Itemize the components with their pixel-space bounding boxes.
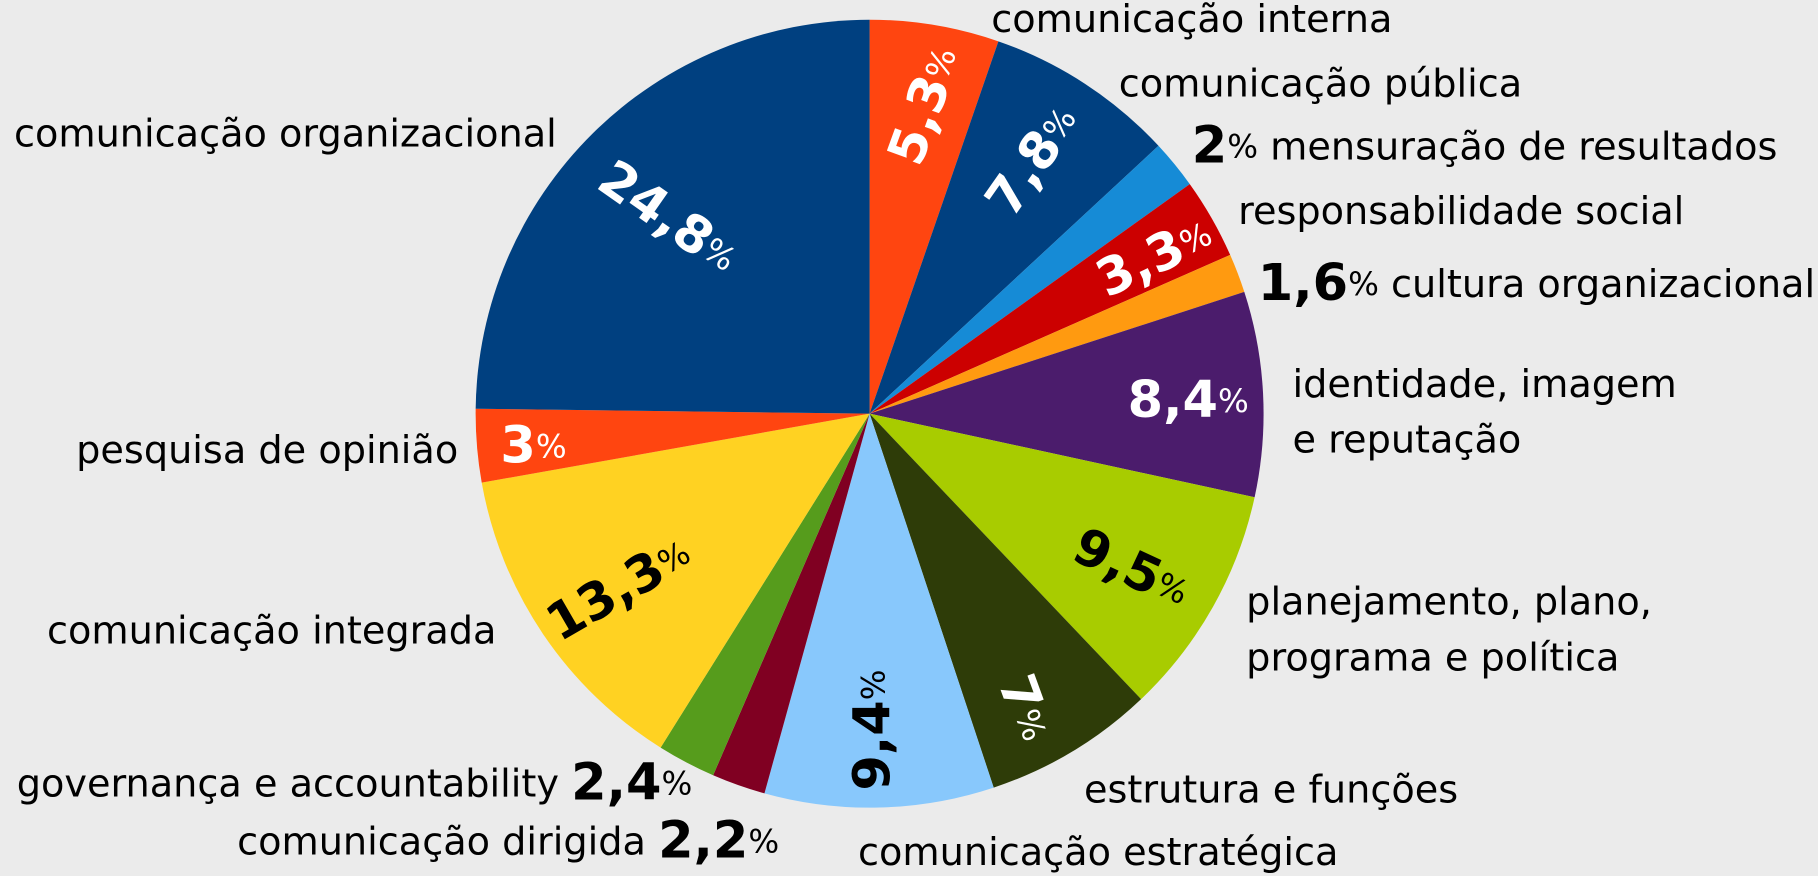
category-label: estrutura e funções: [1084, 768, 1458, 812]
category-text: comunicação interna: [991, 0, 1392, 41]
category-text: planejamento, plano, programa e política: [1246, 580, 1652, 680]
pie-slice: [869, 19, 999, 414]
category-line: responsabilidade social: [1238, 190, 1684, 234]
category-line: programa e política: [1246, 636, 1619, 680]
pie-slice: [713, 413, 870, 794]
pie-slice: [475, 408, 870, 483]
category-text: estrutura e funções: [1084, 768, 1458, 812]
value-number: 3: [500, 416, 535, 475]
category-line: pesquisa de opinião: [76, 428, 458, 472]
category-line: comunicação estratégica: [858, 830, 1338, 874]
value-unit: %: [854, 669, 892, 700]
category-label: responsabilidade social: [1238, 190, 1684, 234]
value-label-text: 7%: [986, 667, 1064, 749]
pie-slice: [764, 413, 994, 808]
pie-slice: [869, 145, 1190, 414]
category-label: comunicação pública: [1119, 62, 1523, 106]
value-number: 8,4: [1128, 371, 1218, 430]
pie-slice: [660, 413, 870, 776]
category-label: mensuração de resultados: [1258, 125, 1777, 169]
category-label: comunicação interna: [991, 0, 1392, 41]
category-line: comunicação organizacional: [14, 112, 557, 156]
pie-slice: [481, 413, 870, 748]
category-text: comunicação organizacional: [14, 112, 557, 156]
category-text: comunicação estratégica: [858, 830, 1338, 874]
category-line: governança e accountability: [17, 762, 571, 806]
category-line: comunicação pública: [1119, 62, 1523, 106]
value-unit: %: [661, 765, 692, 803]
pie-slice: [869, 41, 1159, 414]
category-line: cultura organizacional: [1379, 263, 1815, 307]
pie-slice: [475, 19, 870, 414]
category-label: pesquisa de opinião: [76, 428, 458, 472]
category-line: estrutura e funções: [1084, 768, 1458, 812]
value-label: 3%: [500, 416, 566, 475]
category-line: e reputação: [1293, 418, 1522, 462]
category-line: comunicação dirigida: [237, 820, 658, 864]
category-label: comunicação estratégica: [858, 830, 1338, 874]
category-text: pesquisa de opinião: [76, 428, 458, 472]
value-label: 2%: [1192, 116, 1258, 175]
category-line: identidade, imagem: [1293, 362, 1677, 406]
value-label: 7%: [986, 667, 1064, 749]
pie-slice: [869, 291, 1264, 498]
value-label-text: 8,4%: [1128, 371, 1249, 430]
value-label: 1,6%: [1258, 254, 1379, 313]
value-label: 8,4%: [1128, 371, 1249, 430]
category-text: identidade, imagem e reputação: [1293, 362, 1677, 462]
value-label-text: 3%: [500, 416, 566, 475]
value-number: 2: [1192, 116, 1227, 175]
category-label: planejamento, plano, programa e política: [1246, 580, 1652, 680]
value-label: 2,2%: [658, 812, 779, 871]
pie-slice: [869, 413, 1255, 700]
value-number: 9,4: [843, 700, 902, 790]
value-number: 2,4: [571, 754, 661, 813]
value-unit: %: [748, 823, 779, 861]
value-label: 2,4%: [571, 754, 692, 813]
pie-slice: [869, 254, 1245, 414]
category-text: governança e accountability 2,4%: [17, 754, 693, 813]
category-label: comunicação dirigida: [237, 820, 658, 864]
value-unit: %: [1348, 265, 1379, 303]
category-label: comunicação integrada: [47, 609, 497, 653]
value-unit: %: [536, 427, 567, 465]
category-line: comunicação integrada: [47, 609, 497, 653]
category-text: responsabilidade social: [1238, 190, 1684, 234]
category-line: comunicação interna: [991, 0, 1392, 41]
pie-slice: [869, 413, 1142, 788]
value-number: 1,6: [1258, 254, 1348, 313]
category-text: comunicação integrada: [47, 609, 497, 653]
value-label-text: 9,4%: [843, 669, 902, 790]
category-text: comunicação dirigida 2,2%: [237, 812, 779, 871]
category-text: 1,6% cultura organizacional: [1258, 254, 1815, 313]
category-label: identidade, imagem e reputação: [1293, 362, 1677, 462]
value-label: 9,4%: [843, 669, 902, 790]
category-line: planejamento, plano,: [1246, 580, 1652, 624]
category-text: 2% mensuração de resultados: [1192, 116, 1778, 175]
category-label: governança e accountability: [17, 762, 571, 806]
value-number: 2,2: [658, 812, 748, 871]
value-unit: %: [1227, 127, 1258, 165]
pie-slice: [869, 184, 1231, 414]
category-text: comunicação pública: [1119, 62, 1523, 106]
category-label: comunicação organizacional: [14, 112, 557, 156]
value-unit: %: [1218, 382, 1249, 420]
category-line: mensuração de resultados: [1258, 125, 1777, 169]
category-label: cultura organizacional: [1379, 263, 1815, 307]
